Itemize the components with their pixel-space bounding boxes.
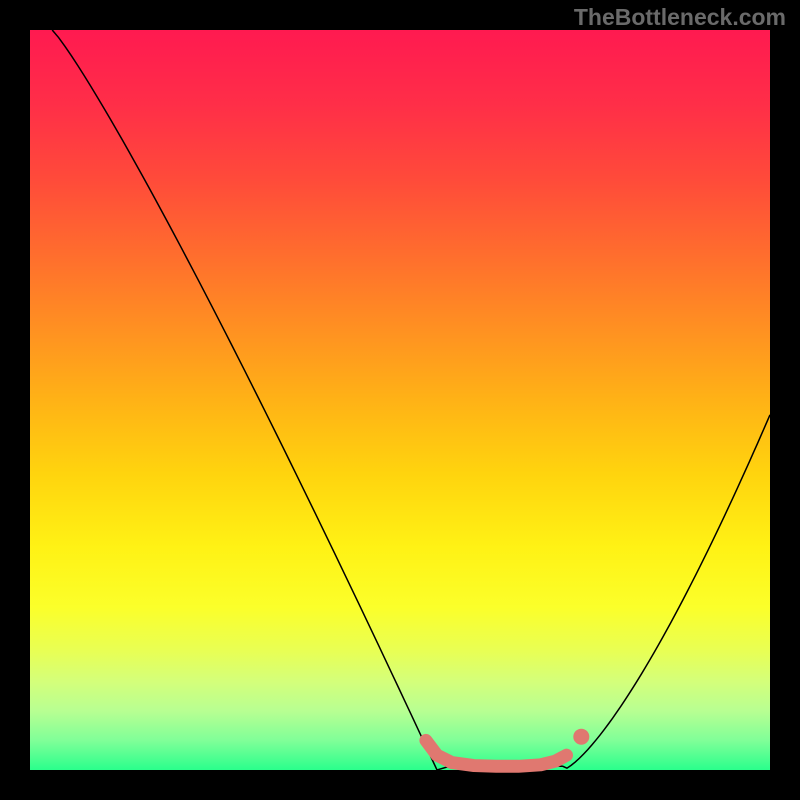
highlight-marker xyxy=(573,729,589,745)
plot-background xyxy=(30,30,770,770)
bottleneck-chart: TheBottleneck.com xyxy=(0,0,800,800)
chart-svg xyxy=(0,0,800,800)
watermark-text: TheBottleneck.com xyxy=(574,4,786,31)
